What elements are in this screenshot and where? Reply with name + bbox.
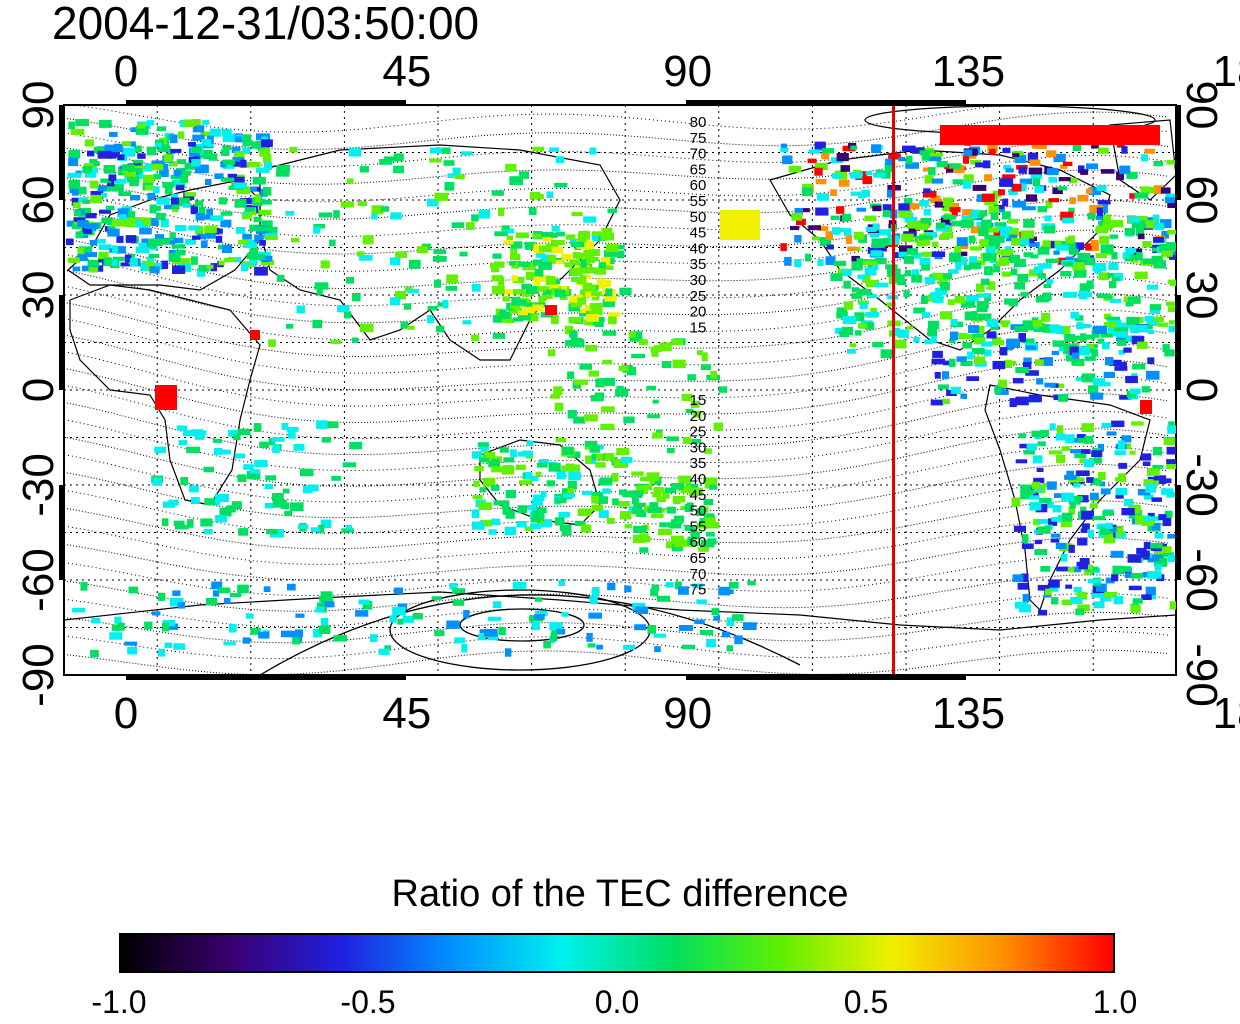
contour-label-south: 45 [690, 487, 707, 504]
lon-tick-top: 135 [932, 47, 1005, 96]
contour-label-north: 65 [690, 161, 707, 178]
lat-tick-left: 60 [14, 176, 63, 225]
contour-label-north: 45 [690, 225, 707, 242]
contour-label-north: 80 [690, 114, 707, 131]
lon-tick-bottom: 0 [114, 689, 138, 738]
lat-tick-left: 0 [14, 378, 63, 402]
contour-label-south: 60 [690, 534, 707, 551]
colorbar-tick-label: -1.0 [91, 984, 147, 1020]
tec-map: 8075706560555045403530252015152025303540… [14, 47, 1240, 738]
lat-tick-right: -30 [1177, 453, 1226, 517]
contour-label-south: 20 [690, 408, 707, 425]
contour-label-north: 50 [690, 209, 707, 226]
lat-tick-left: 90 [14, 80, 63, 129]
contour-label-north: 60 [690, 177, 707, 194]
lat-tick-right: 30 [1177, 271, 1226, 320]
contour-label-south: 70 [690, 566, 707, 583]
colorbar-title: Ratio of the TEC difference [391, 873, 849, 915]
contour-label-south: 25 [690, 424, 707, 441]
lon-tick-bottom: 45 [382, 689, 431, 738]
lat-tick-left: -90 [14, 643, 63, 707]
lat-tick-right: -60 [1177, 548, 1226, 612]
contour-label-south: 65 [690, 550, 707, 567]
contour-label-south: 15 [690, 392, 707, 409]
contour-label-north: 55 [690, 193, 707, 210]
lon-tick-top: 45 [382, 47, 431, 96]
colorbar-tick-label: 0.0 [594, 984, 640, 1020]
colorbar-tick-label: -0.5 [340, 984, 396, 1020]
lon-tick-top: 0 [114, 47, 138, 96]
contour-label-north: 40 [690, 240, 707, 257]
lon-tick-top: 180 [1212, 47, 1240, 96]
contour-label-north: 20 [690, 304, 707, 321]
contour-label-south: 40 [690, 471, 707, 488]
contour-label-south: 30 [690, 439, 707, 456]
contour-label-north: 70 [690, 146, 707, 163]
lon-tick-bottom: 135 [932, 689, 1005, 738]
lon-tick-bottom: 180 [1212, 689, 1240, 738]
lat-tick-left: 30 [14, 271, 63, 320]
axis-segment-bars [59, 100, 1181, 680]
lat-tick-left: -30 [14, 453, 63, 517]
lat-tick-right: 0 [1177, 378, 1226, 402]
lat-tick-right: 60 [1177, 176, 1226, 225]
timestamp-label: 2004-12-31/03:50:00 [52, 0, 480, 49]
lon-tick-bottom: 90 [663, 689, 712, 738]
contour-label-north: 25 [690, 288, 707, 305]
colorbar-tick-label: 0.5 [843, 984, 889, 1020]
lat-tick-right: -90 [1177, 643, 1226, 707]
contour-label-south: 75 [690, 582, 707, 599]
contour-label-south: 35 [690, 455, 707, 472]
contour-label-south: 50 [690, 503, 707, 520]
contour-label-north: 35 [690, 256, 707, 273]
lat-tick-left: -60 [14, 548, 63, 612]
contour-label-south: 55 [690, 518, 707, 535]
lon-tick-top: 90 [663, 47, 712, 96]
contour-label-north: 30 [690, 272, 707, 289]
lat-tick-right: 90 [1177, 80, 1226, 129]
colorbar-tick-label: 1.0 [1092, 984, 1138, 1020]
contour-labels: 8075706560555045403530252015152025303540… [690, 114, 707, 599]
colorbar [119, 933, 1115, 973]
contour-label-north: 75 [690, 130, 707, 147]
contour-label-north: 15 [690, 319, 707, 336]
axis-tick-labels: 04590135180-135-90-4504590135180-135-90-… [14, 47, 1240, 738]
